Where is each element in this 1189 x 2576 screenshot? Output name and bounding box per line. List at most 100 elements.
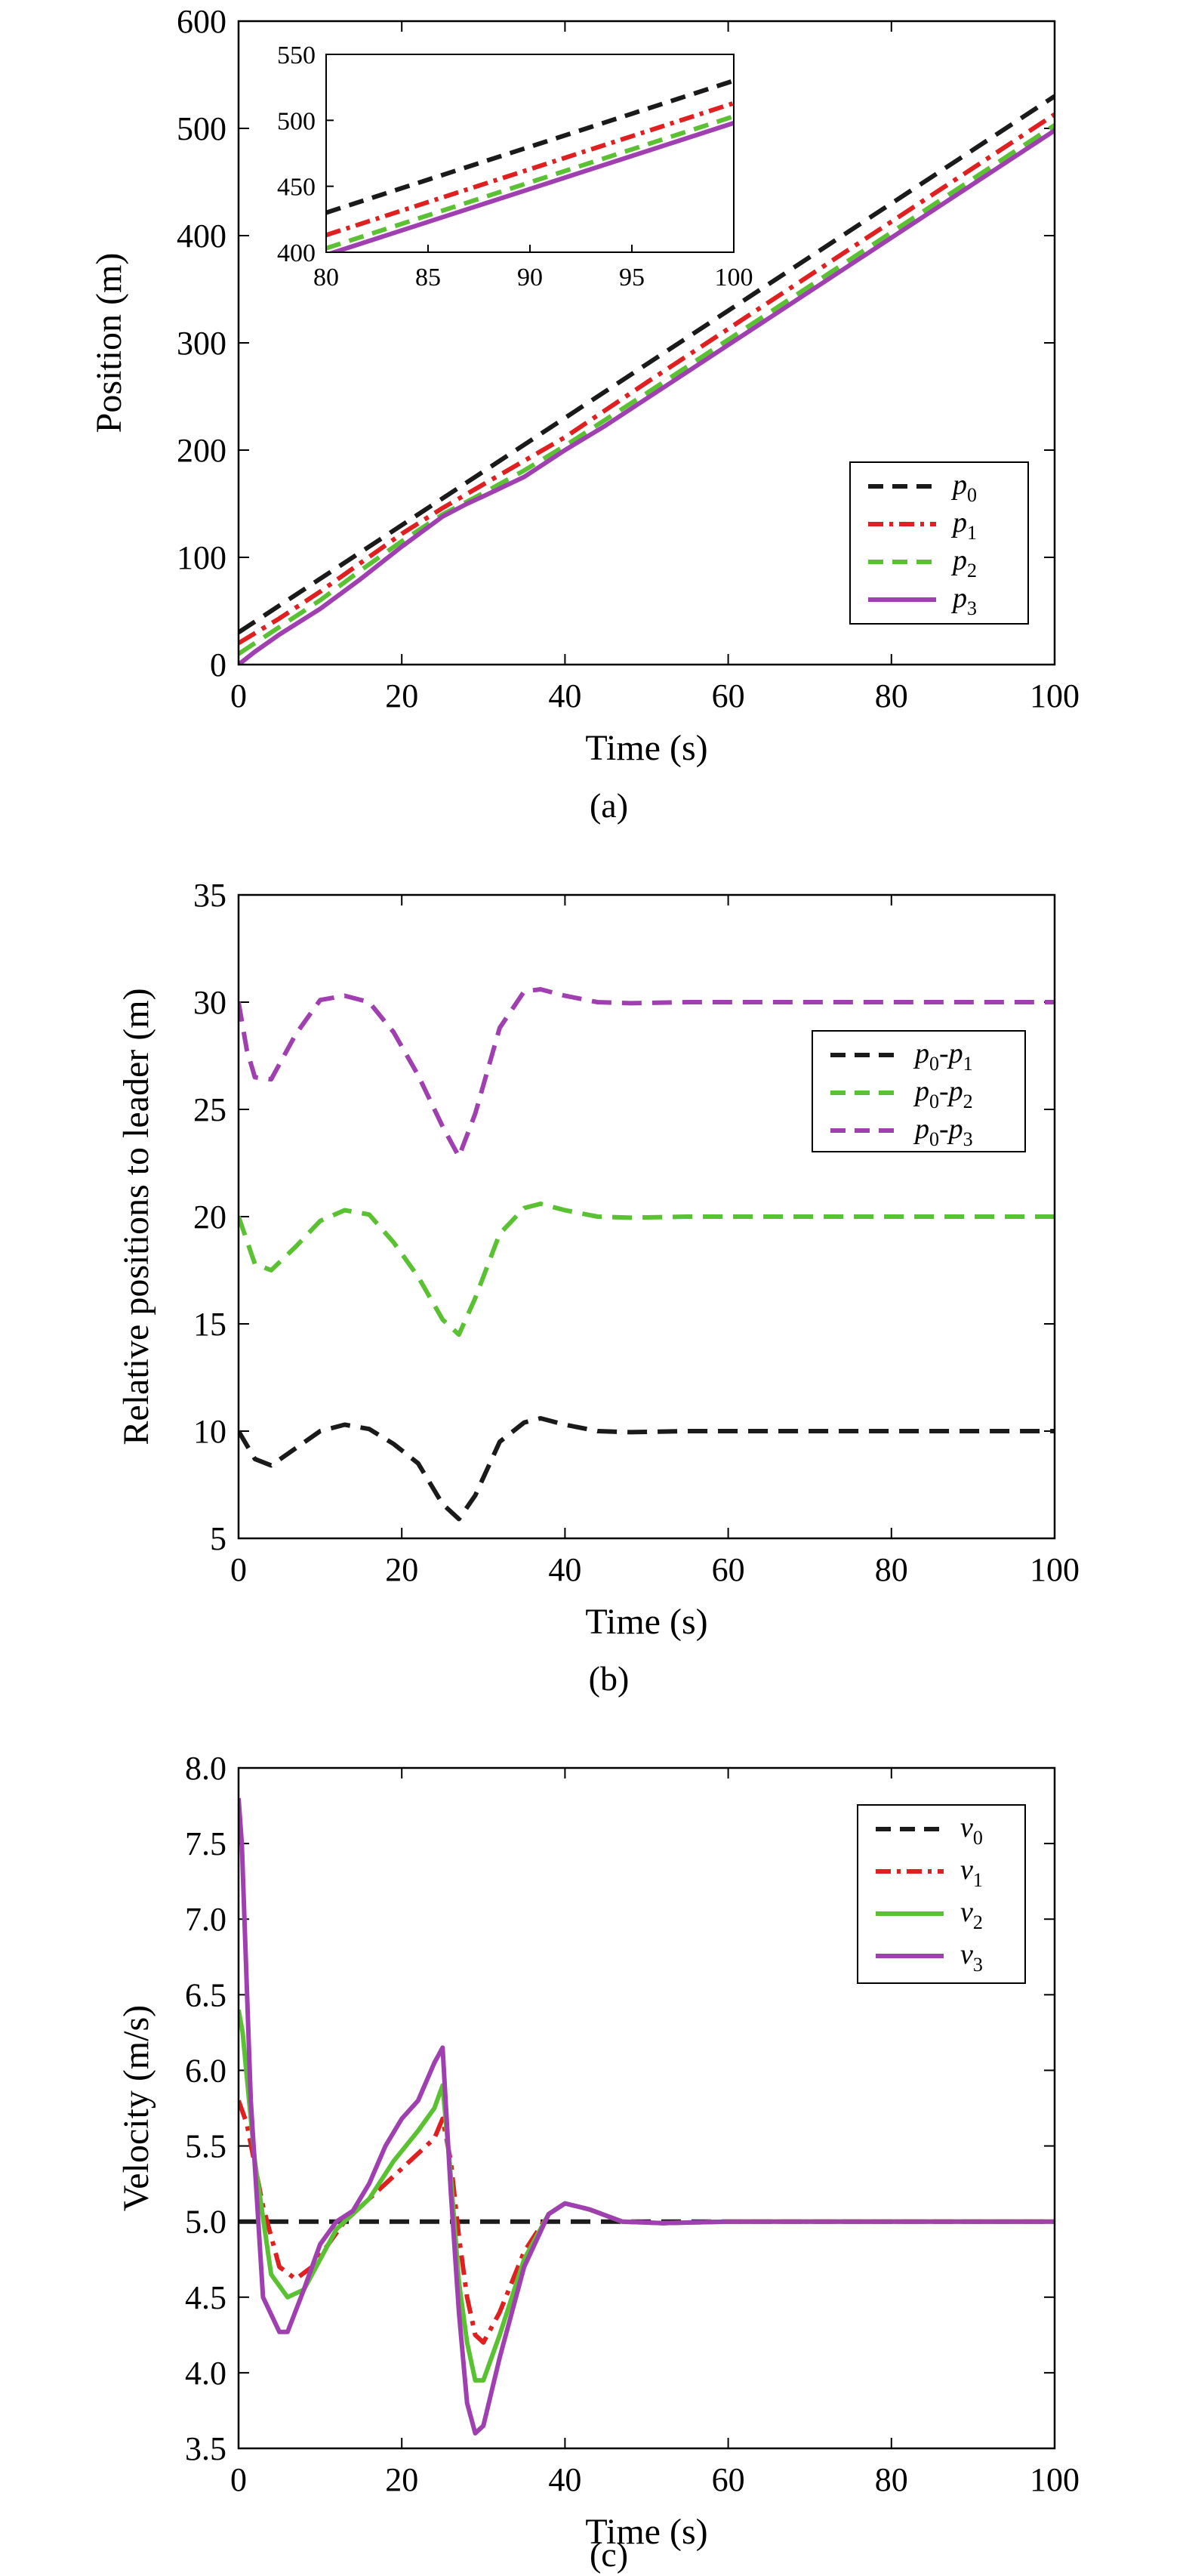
legend-entry: p2 (950, 545, 977, 582)
x-tick-label: 60 (712, 1551, 745, 1588)
x-tick-label: 60 (712, 2461, 745, 2498)
y-tick-label: 0 (210, 646, 226, 683)
axes-frame (237, 20, 1056, 666)
y-tick-label: 25 (193, 1091, 226, 1128)
legend-sub: 0 (929, 1091, 939, 1112)
legend-entry: p3 (950, 582, 977, 619)
inset-y-tick-label: 500 (277, 107, 316, 135)
x-tick-label: 0 (230, 2461, 247, 2498)
series-line-p0 (239, 94, 1055, 634)
inset-y-tick-label: 550 (277, 42, 316, 69)
y-tick-label: 5.0 (185, 2204, 226, 2241)
inset-x-tick-label: 85 (415, 264, 441, 292)
y-tick-label: 7.0 (185, 1901, 226, 1938)
legend-sub: 0 (929, 1128, 939, 1150)
legend-entry: p0 (950, 469, 977, 506)
y-tick-label: 10 (193, 1413, 226, 1450)
y-tick-label: 30 (193, 984, 226, 1021)
y-tick-label: 20 (193, 1199, 226, 1236)
legend-sub: 1 (973, 1869, 983, 1891)
legend-sub: 0 (929, 1053, 939, 1075)
legend-name: p (950, 469, 967, 501)
axes-frame (237, 893, 1056, 1540)
legend-sub: 2 (973, 1911, 983, 1933)
x-tick-label: 100 (1030, 1551, 1080, 1588)
legend-name: v (960, 1812, 973, 1843)
y-tick-label: 3.5 (185, 2430, 226, 2467)
panel-caption: (a) (590, 786, 628, 825)
legend-dash: - (939, 1113, 949, 1145)
series-line-p02 (239, 1202, 1055, 1337)
legend-dash: - (939, 1075, 949, 1107)
x-tick-label: 40 (548, 677, 581, 714)
legend-name: v (960, 1896, 973, 1928)
panel-caption: (b) (589, 1659, 630, 1698)
inset-frame-bg (325, 54, 735, 253)
legend-sub: 0 (967, 484, 977, 506)
legend-name: p (950, 507, 967, 538)
x-tick-label: 60 (712, 677, 745, 714)
legend-entry: p1 (950, 507, 977, 544)
legend-name: v (960, 1939, 973, 1970)
y-tick-label: 4.0 (185, 2355, 226, 2392)
legend-entry: p0-p1 (913, 1038, 973, 1075)
legend-name: p (913, 1113, 929, 1145)
inset-series-p1 (326, 100, 734, 238)
x-tick-label: 20 (385, 2461, 418, 2498)
series-line-p2 (239, 123, 1055, 656)
series-line-p3 (239, 128, 1055, 665)
legend-sub: 3 (963, 1128, 973, 1150)
legend-entry: v3 (960, 1939, 983, 1976)
y-tick-label: 300 (177, 325, 226, 362)
legend-sub: 3 (967, 597, 977, 619)
legend-box (857, 1804, 1026, 1984)
y-tick-label: 6.5 (185, 1976, 226, 2013)
series-line-p01 (239, 1416, 1055, 1522)
y-tick-label: 35 (193, 877, 226, 914)
y-tick-label: 8.0 (185, 1750, 226, 1787)
y-tick-label: 100 (177, 539, 226, 576)
x-tick-label: 100 (1030, 2461, 1080, 2498)
legend-sub: 2 (963, 1091, 973, 1112)
inset-series-p3 (327, 120, 734, 252)
legend-name: p (913, 1038, 929, 1069)
y-tick-label: 500 (177, 110, 226, 147)
series-line-v1 (239, 2099, 1055, 2345)
x-tick-label: 80 (875, 1551, 908, 1588)
legend-entry: v2 (960, 1896, 983, 1933)
y-axis-label: Velocity (m/s) (116, 2005, 156, 2211)
x-tick-label: 0 (230, 1551, 247, 1588)
y-tick-label: 4.5 (185, 2279, 226, 2316)
axes-frame (237, 1766, 1056, 2450)
inset-y-tick-label: 450 (277, 174, 316, 202)
panel-caption: (c) (590, 2535, 628, 2574)
legend-entry: v1 (960, 1854, 983, 1891)
legend-entry: p0-p2 (913, 1075, 973, 1112)
legend-sub: 3 (973, 1954, 983, 1976)
x-tick-label: 0 (230, 677, 247, 714)
legend-sub: 2 (967, 560, 977, 582)
legend-name: p (947, 1038, 963, 1069)
y-tick-label: 5.5 (185, 2128, 226, 2165)
chart-panel-3: 0 20 40 60 80 1003.54.04.55.05.56.06.57.07.58… (116, 1750, 1080, 2574)
series-line-p03 (239, 987, 1055, 1159)
legend-sub: 1 (967, 522, 977, 544)
y-axis-label: Position (m) (89, 253, 129, 433)
legend-name: p (950, 545, 967, 576)
legend-name: p (913, 1075, 929, 1107)
y-tick-label: 400 (177, 217, 226, 255)
x-tick-label: 40 (548, 1551, 581, 1588)
x-axis-label: Time (s) (585, 728, 707, 768)
inset-x-tick-label: 95 (619, 264, 645, 292)
inset-x-tick-label: 80 (313, 264, 339, 292)
y-tick-label: 600 (177, 3, 226, 40)
legend-dash: - (939, 1038, 949, 1069)
legend-name: p (947, 1075, 963, 1107)
x-tick-label: 20 (385, 1551, 418, 1588)
x-tick-label: 20 (385, 677, 418, 714)
legend-sub: 0 (973, 1827, 983, 1849)
